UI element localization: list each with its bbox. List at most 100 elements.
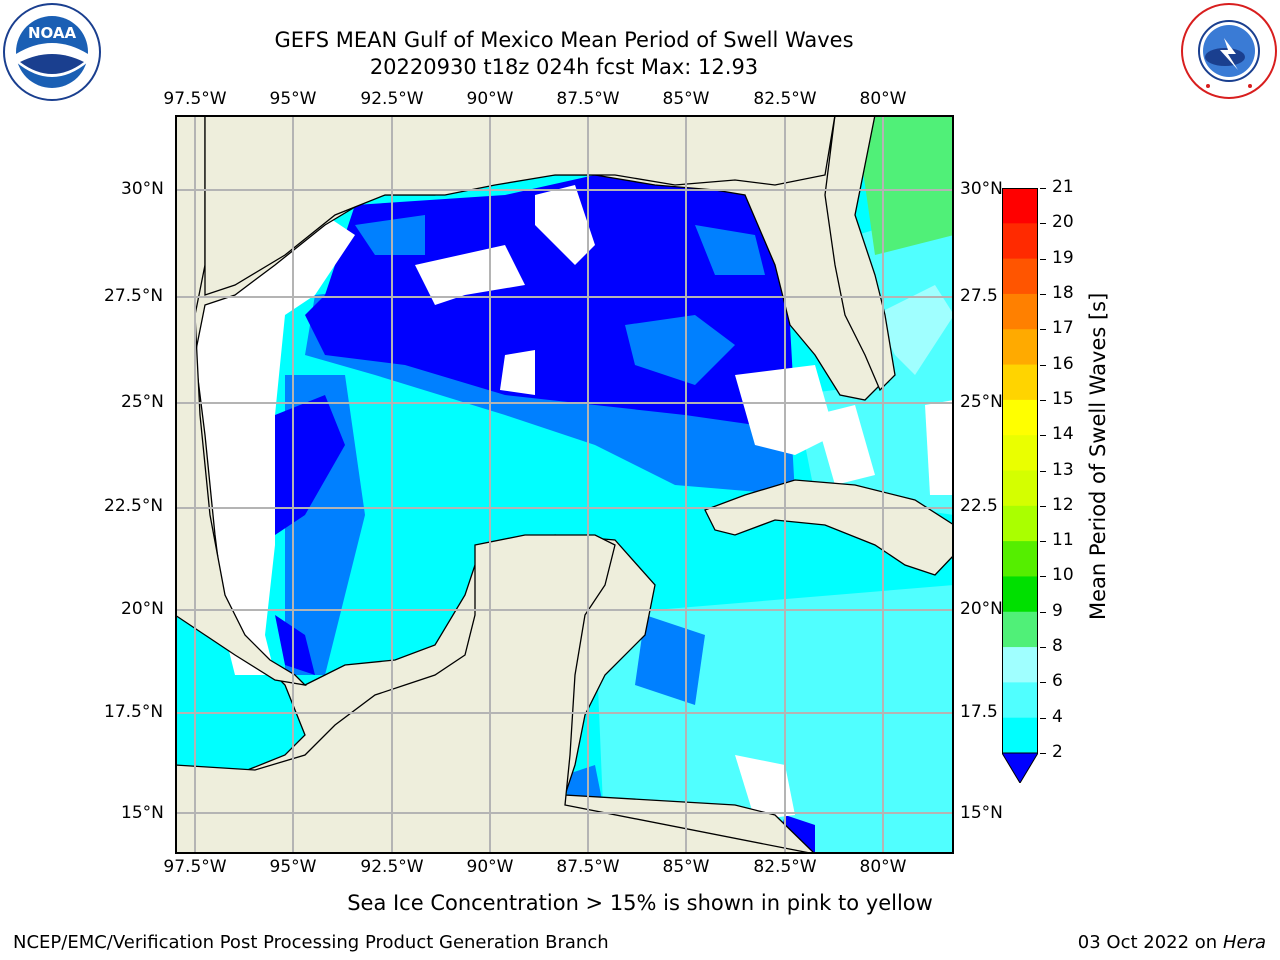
- swell-9-10s-atlantic: [855, 115, 954, 255]
- map-title: GEFS MEAN Gulf of Mexico Mean Period of …: [274, 28, 854, 52]
- lat-label-right: 30°N: [960, 179, 1003, 199]
- colorbar-tick-mark: [1040, 188, 1046, 189]
- lat-label-right: 27.5: [960, 286, 998, 306]
- lon-label-bottom: 95°W: [269, 857, 317, 877]
- noaa-logo-label: NOAA: [28, 24, 77, 42]
- lon-label-bottom: 82.5°W: [753, 857, 817, 877]
- colorbar: [1002, 188, 1038, 783]
- lat-label-right: 15°N: [960, 803, 1003, 823]
- lon-label-bottom: 87.5°W: [556, 857, 620, 877]
- colorbar-tick-label: 15: [1052, 388, 1074, 409]
- colorbar-segment: [1002, 258, 1038, 295]
- colorbar-tick-label: 8: [1052, 636, 1063, 657]
- colorbar-frame: [1002, 188, 1038, 754]
- lon-label-bottom: 90°W: [466, 857, 514, 877]
- lat-label-left: 27.5°N: [104, 286, 164, 306]
- colorbar-tick-mark: [1040, 364, 1046, 366]
- colorbar-tick-label: 4: [1052, 706, 1063, 727]
- colorbar-tick-label: 19: [1052, 247, 1074, 268]
- lon-label-top: 97.5°W: [163, 89, 227, 109]
- lon-label-top: 90°W: [466, 89, 514, 109]
- mexico-east-coast: [175, 115, 307, 686]
- lon-label-bottom: 92.5°W: [360, 857, 424, 877]
- colorbar-extend-arrow: [1002, 752, 1038, 783]
- colorbar-tick-mark: [1040, 258, 1046, 260]
- colorbar-segment: [1002, 435, 1038, 471]
- map-subtitle: 20220930 t18z 024h fcst Max: 12.93: [369, 55, 759, 79]
- colorbar-tick-label: 14: [1052, 424, 1074, 445]
- noaa-logo: NOAA: [2, 2, 102, 102]
- nws-logo: [1180, 2, 1278, 100]
- lon-label-top: 80°W: [859, 89, 907, 109]
- lat-label-left: 25°N: [121, 392, 164, 412]
- lat-label-right: 22.5: [960, 496, 998, 516]
- colorbar-tick-label: 17: [1052, 318, 1074, 339]
- lon-label-bottom: 85°W: [662, 857, 710, 877]
- colorbar-segment: [1002, 576, 1038, 613]
- colorbar-tick-mark: [1040, 576, 1046, 578]
- lat-label-left: 20°N: [121, 599, 164, 619]
- colorbar-tick-mark: [1040, 505, 1046, 507]
- colorbar-tick-label: 9: [1052, 600, 1063, 621]
- colorbar-tick-mark: [1040, 717, 1046, 719]
- map-gridlines: [175, 115, 954, 854]
- colorbar-tick-label: 21: [1052, 177, 1074, 197]
- lat-label-right: 17.5: [960, 702, 998, 722]
- lon-label-top: 85°W: [662, 89, 710, 109]
- colorbar-tick-label: 6: [1052, 671, 1063, 692]
- colorbar-tick-mark: [1040, 435, 1046, 437]
- colorbar-tick-mark: [1040, 293, 1046, 295]
- colorbar-label: Mean Period of Swell Waves [s]: [1086, 292, 1110, 620]
- colorbar-tick-label: 11: [1052, 530, 1074, 551]
- lon-label-bottom: 97.5°W: [163, 857, 227, 877]
- colorbar-segment: [1002, 223, 1038, 260]
- colorbar-segment: [1002, 188, 1038, 224]
- colorbar-tick-label: 10: [1052, 565, 1074, 586]
- colorbar-tick-mark: [1040, 399, 1046, 401]
- lon-label-top: 92.5°W: [360, 89, 424, 109]
- sea-ice-note: Sea Ice Concentration > 15% is shown in …: [347, 891, 933, 915]
- lat-label-left: 30°N: [121, 179, 164, 199]
- footer-credit: NCEP/EMC/Verification Post Processing Pr…: [13, 932, 609, 953]
- colorbar-segment: [1002, 505, 1038, 542]
- gulf-of-mexico-map: [175, 115, 954, 854]
- lon-label-bottom: 80°W: [859, 857, 907, 877]
- lon-label-top: 95°W: [269, 89, 317, 109]
- colorbar-segment: [1002, 682, 1038, 719]
- colorbar-tick-label: 16: [1052, 353, 1074, 374]
- colorbar-tick-mark: [1040, 682, 1046, 684]
- footer-machine: Hera: [1222, 932, 1266, 953]
- colorbar-segment: [1002, 541, 1038, 577]
- us-gulf-coast: [204, 115, 836, 296]
- colorbar-tick-label: 20: [1052, 212, 1074, 233]
- colorbar-tick-mark: [1040, 223, 1046, 225]
- colorbar-segment: [1002, 364, 1038, 401]
- colorbar-segment: [1002, 611, 1038, 648]
- no-data-western-shelf: [195, 215, 355, 675]
- colorbar-segment: [1002, 647, 1038, 683]
- colorbar-tick-label: 2: [1052, 742, 1063, 762]
- colorbar-tick-labels: 21 20 19 18 17 16 15 14 13 12 11 10 9 8 6 4 2: [1040, 0, 1100, 960]
- colorbar-segment: [1002, 470, 1038, 507]
- colorbar-tick-mark: [1040, 329, 1046, 331]
- lat-label-right: 25°N: [960, 392, 1003, 412]
- colorbar-tick-mark: [1040, 647, 1046, 649]
- colorbar-segment: [1002, 399, 1038, 436]
- lat-label-right: 20°N: [960, 599, 1003, 619]
- lon-label-top: 87.5°W: [556, 89, 620, 109]
- lat-label-left: 22.5°N: [104, 496, 164, 516]
- footer-date: 03 Oct 2022 on Hera: [1078, 932, 1266, 953]
- colorbar-segment: [1002, 717, 1038, 754]
- lat-label-left: 17.5°N: [104, 702, 164, 722]
- footer-date-text: 03 Oct 2022 on: [1077, 932, 1223, 953]
- yucatan-central-america: [175, 534, 816, 854]
- lon-label-top: 82.5°W: [753, 89, 817, 109]
- colorbar-tick-label: 12: [1052, 494, 1074, 515]
- lat-label-left: 15°N: [121, 803, 164, 823]
- colorbar-segment: [1002, 329, 1038, 366]
- colorbar-tick-mark: [1040, 753, 1046, 754]
- colorbar-tick-label: 18: [1052, 282, 1074, 303]
- land-masses: [175, 115, 954, 854]
- colorbar-tick-mark: [1040, 541, 1046, 543]
- colorbar-tick-mark: [1040, 611, 1046, 613]
